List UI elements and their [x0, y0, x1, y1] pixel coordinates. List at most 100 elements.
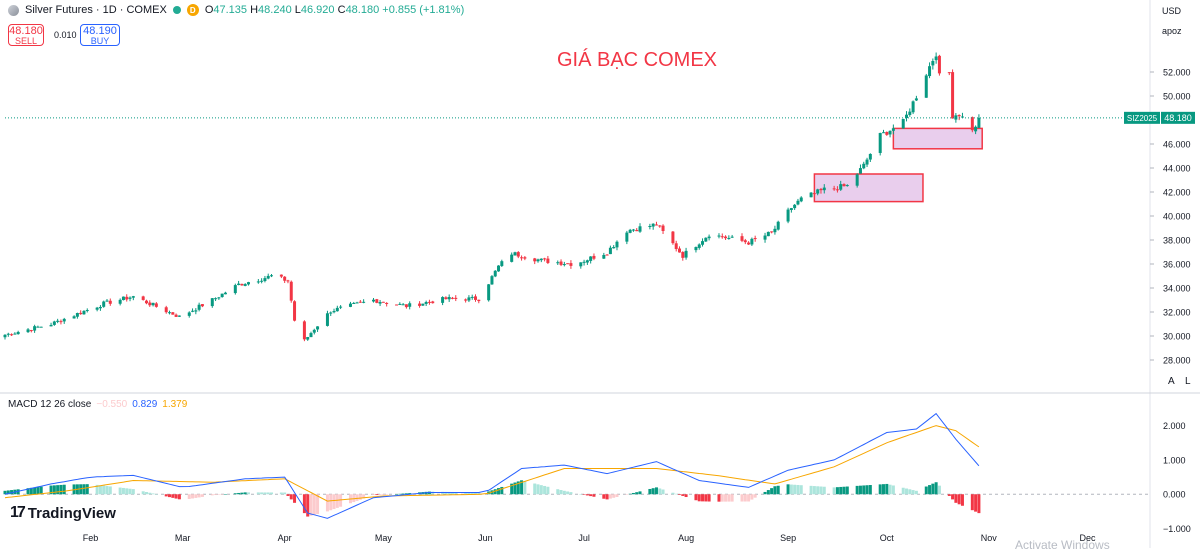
- candle-body: [289, 281, 293, 301]
- macd-histogram-bar: [835, 487, 839, 495]
- macd-histogram-bar: [661, 489, 665, 495]
- candle-body: [631, 229, 635, 231]
- candle-body: [401, 304, 405, 306]
- macd-histogram-bar: [934, 482, 938, 495]
- macd-histogram-bar: [908, 489, 912, 495]
- macd-histogram-bar: [562, 490, 566, 495]
- macd-histogram-bar: [256, 492, 260, 495]
- candle-body: [16, 331, 20, 335]
- candle-body: [559, 261, 563, 265]
- tradingview-watermark: 17 TradingView: [10, 504, 116, 522]
- candle-body: [562, 264, 566, 266]
- candle-body: [569, 263, 573, 266]
- candle-body: [924, 75, 928, 98]
- candle-body: [960, 116, 964, 118]
- candle-body: [799, 197, 803, 202]
- sell-button[interactable]: 48.180 SELL: [8, 24, 44, 46]
- candle-body: [105, 300, 109, 302]
- time-tick-label: Oct: [880, 533, 895, 543]
- symbol-header[interactable]: Silver Futures · 1D · COMEX D O47.135 H4…: [0, 0, 1158, 20]
- macd-histogram-bar: [233, 493, 237, 495]
- macd-histogram-bar: [362, 494, 366, 499]
- candle-body: [266, 275, 270, 279]
- candle-body: [237, 283, 241, 286]
- macd-histogram-bar: [260, 492, 264, 495]
- candle-body: [464, 299, 468, 301]
- candle-body: [556, 262, 560, 264]
- macd-histogram-bar: [378, 494, 382, 496]
- currency-selector[interactable]: USD: [1162, 6, 1182, 16]
- candle-body: [329, 312, 333, 314]
- macd-histogram-bar: [270, 492, 274, 495]
- candle-body: [33, 326, 37, 331]
- macd-signal-value: 1.379: [162, 399, 188, 410]
- candle-body: [776, 221, 780, 230]
- macd-histogram-bar: [223, 494, 227, 495]
- candle-body: [661, 225, 665, 231]
- macd-histogram-bar: [809, 485, 813, 495]
- last-price-text: 48.180: [1164, 113, 1192, 123]
- macd-hist-value: −0.550: [96, 399, 128, 410]
- candle-body: [154, 303, 158, 307]
- candle-body: [766, 231, 770, 237]
- support-zone-rectangle: [892, 127, 983, 150]
- macd-histogram-bar: [85, 484, 89, 495]
- candle-body: [487, 284, 491, 301]
- macd-histogram-bar: [29, 487, 33, 495]
- price-tick-label: 52.000: [1163, 68, 1191, 78]
- candle-body: [891, 128, 895, 131]
- candle-body: [200, 304, 204, 307]
- macd-histogram-bar: [95, 484, 99, 495]
- candle-body: [885, 131, 889, 135]
- macd-histogram-bar: [454, 492, 458, 495]
- macd-histogram-bar: [648, 488, 652, 495]
- macd-histogram-bar: [694, 494, 698, 501]
- candle-body: [592, 255, 596, 259]
- macd-histogram-bar: [154, 494, 158, 495]
- candle-body: [131, 296, 135, 298]
- macd-histogram-bar: [325, 494, 329, 512]
- candle-body: [934, 56, 938, 61]
- auto-scale-button[interactable]: A: [1168, 376, 1175, 387]
- candle-body: [29, 330, 33, 332]
- candle-body: [957, 115, 961, 117]
- symbol-title[interactable]: Silver Futures · 1D · COMEX: [25, 4, 167, 16]
- time-tick-label: May: [375, 533, 393, 543]
- candle-body: [85, 310, 89, 312]
- candle-body: [674, 243, 678, 250]
- buy-button[interactable]: 48.190 BUY: [80, 24, 120, 46]
- price-tick-label: 36.000: [1163, 260, 1191, 270]
- scale-selector[interactable]: apoz: [1162, 26, 1182, 36]
- log-scale-button[interactable]: L: [1185, 376, 1191, 387]
- candle-body: [947, 72, 951, 74]
- macd-histogram-bar: [858, 485, 862, 495]
- candle-body: [951, 72, 955, 119]
- candle-body: [421, 303, 425, 306]
- candle-body: [312, 329, 316, 333]
- candle-body: [325, 313, 329, 326]
- candle-body: [372, 299, 376, 302]
- candle-body: [753, 238, 757, 240]
- macd-histogram-bar: [556, 489, 560, 495]
- candle-body: [720, 236, 724, 238]
- macd-histogram-bar: [677, 494, 681, 495]
- candle-body: [125, 296, 129, 300]
- candle-body: [352, 302, 356, 304]
- macd-histogram-bar: [464, 492, 468, 495]
- macd-histogram-bar: [638, 491, 642, 495]
- candle-body: [260, 280, 264, 282]
- candle-body: [822, 187, 826, 191]
- macd-legend[interactable]: MACD 12 26 close −0.550 0.829 1.379: [8, 399, 187, 410]
- candle-body: [279, 274, 283, 277]
- macd-histogram-bar: [33, 487, 37, 495]
- macd-histogram-bar: [654, 487, 658, 495]
- macd-histogram-bar: [855, 485, 859, 495]
- candle-body: [704, 237, 708, 242]
- support-zone-rectangle: [813, 173, 924, 203]
- macd-histogram-bar: [513, 482, 517, 495]
- macd-histogram-bar: [497, 488, 501, 495]
- macd-histogram-bar: [566, 491, 570, 495]
- macd-histogram-bar: [822, 486, 826, 495]
- macd-histogram-bar: [62, 484, 66, 495]
- candle-body: [602, 254, 606, 259]
